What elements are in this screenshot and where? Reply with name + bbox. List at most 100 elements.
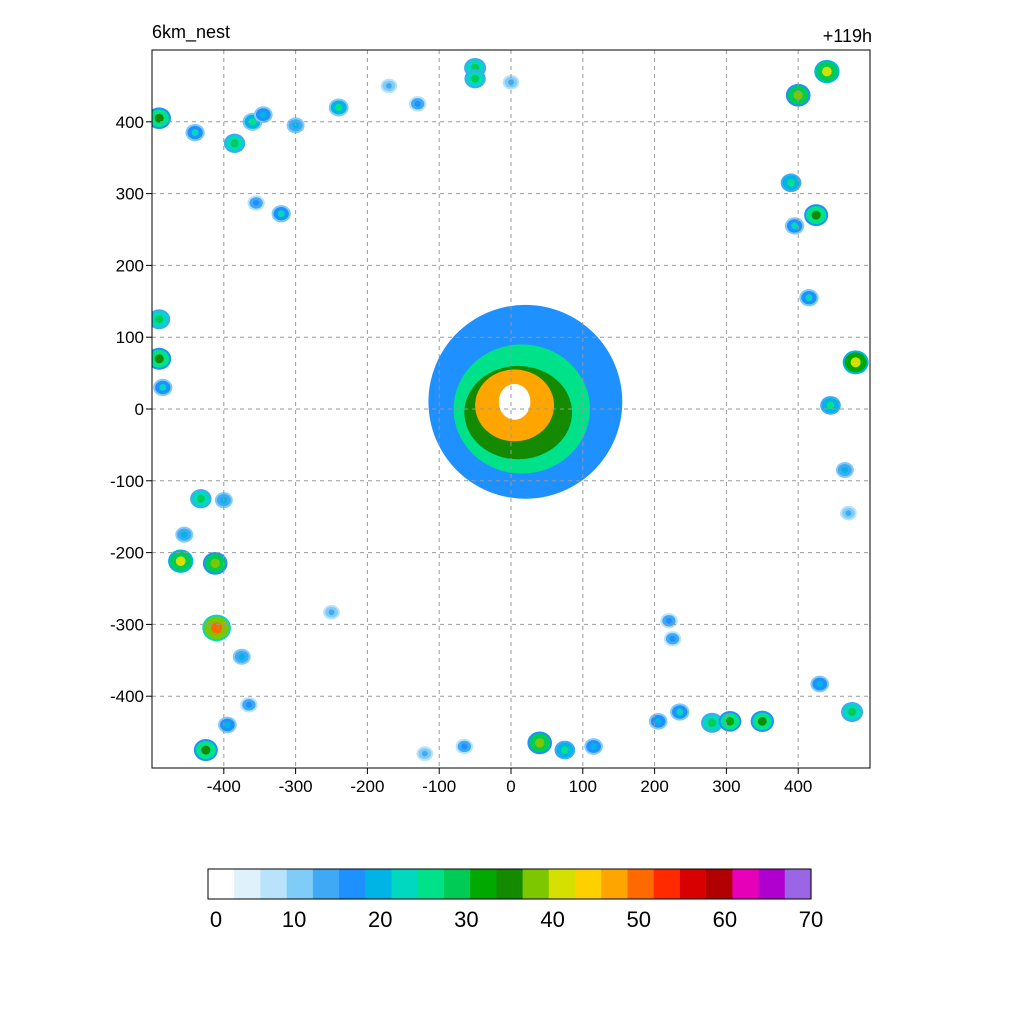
y-tick-label: 400	[116, 113, 144, 132]
cell-core-51	[847, 707, 857, 717]
field-eye	[498, 383, 531, 420]
cell-core-39	[461, 743, 468, 750]
colorbar-swatch-0	[208, 869, 235, 899]
cell-core-16	[787, 179, 795, 187]
cell-core-0	[154, 113, 164, 123]
cell-core-47	[707, 718, 717, 727]
colorbar-tick-label: 60	[713, 907, 737, 932]
colorbar-swatch-10	[470, 869, 497, 899]
cell-core-40	[535, 738, 545, 748]
colorbar-frame	[207, 868, 812, 900]
colorbar-swatch-9	[443, 869, 471, 899]
colorbar-swatch-21	[758, 869, 786, 899]
cell-core-19	[805, 294, 813, 302]
colorbar-swatch-14	[575, 869, 602, 899]
x-tick-label: -200	[350, 777, 384, 796]
cell-core-36	[201, 745, 211, 755]
colorbar-tick-label: 20	[368, 907, 392, 932]
cell-core-46	[676, 708, 684, 716]
y-tick-label: 200	[116, 256, 144, 275]
colorbar-tick-label: 70	[799, 907, 823, 932]
x-tick-label: 300	[712, 777, 740, 796]
cell-core-27	[196, 494, 205, 503]
cell-core-50	[816, 680, 824, 688]
x-tick-label: 400	[784, 777, 812, 796]
cell-core-42	[590, 743, 597, 750]
colorbar-swatch-15	[601, 869, 629, 899]
cell-core-34	[245, 701, 252, 708]
x-tick-label: 200	[640, 777, 668, 796]
y-tick-label: 0	[135, 400, 144, 419]
colorbar-swatch-4	[312, 869, 340, 899]
nest-label: 6km_nest	[152, 22, 231, 42]
colorbar-swatch-16	[627, 869, 655, 899]
cell-core-48	[725, 717, 735, 726]
colorbar-swatch-6	[365, 869, 393, 899]
colorbar-tick-label: 10	[282, 907, 306, 932]
cell-core-37	[328, 609, 335, 616]
cell-core-7	[386, 83, 392, 89]
cell-core-14	[793, 90, 803, 100]
colorbar-swatch-18	[679, 869, 707, 899]
colorbar-swatch-22	[784, 869, 812, 899]
cell-core-15	[822, 66, 832, 77]
cell-core-35	[224, 721, 231, 729]
cell-core-38	[421, 750, 428, 757]
y-tick-label: 300	[116, 185, 144, 204]
colorbar-swatch-3	[286, 869, 314, 899]
forecast-hour-label: +119h	[822, 26, 872, 46]
cell-core-45	[654, 717, 662, 725]
colorbar-swatch-20	[732, 869, 760, 899]
colorbar-swatch-2	[260, 869, 288, 899]
colorbar-swatch-19	[706, 869, 733, 899]
colorbar-swatch-8	[417, 869, 445, 899]
cell-core-10	[471, 74, 480, 83]
colorbar-tick-label: 30	[454, 907, 478, 932]
y-tick-label: -300	[110, 615, 144, 634]
cell-core-3	[248, 118, 257, 126]
cell-core-31	[210, 558, 220, 569]
x-tick-label: -300	[279, 777, 313, 796]
x-tick-label: -400	[207, 777, 241, 796]
cell-core-22	[841, 466, 849, 474]
cell-core-41	[561, 746, 569, 754]
cell-core-25	[154, 354, 164, 364]
tick-layer: -400 -300 -200 -100 0 100 200 300 400 -400 -300 -20…	[110, 113, 812, 796]
colorbar-tick-label: 40	[540, 907, 564, 932]
cell-core-6	[335, 103, 343, 112]
x-tick-label: -100	[422, 777, 456, 796]
cell-core-33	[238, 653, 245, 660]
colorbar-tick-label: 50	[626, 907, 650, 932]
cell-core-18	[791, 222, 799, 230]
y-tick-label: -100	[110, 472, 144, 491]
y-tick-label: -400	[110, 687, 144, 706]
colorbar-swatch-7	[391, 869, 419, 899]
cell-core-17	[811, 210, 821, 220]
cell-core-21	[826, 401, 835, 410]
x-tick-label: 100	[569, 777, 597, 796]
y-tick-label: 100	[116, 328, 144, 347]
cell-core-32	[211, 622, 223, 634]
cell-core-44	[669, 635, 676, 642]
cell-core-8	[414, 100, 421, 107]
cell-core-1	[191, 129, 199, 137]
cell-core-49	[757, 716, 767, 726]
colorbar-swatch-13	[548, 869, 576, 899]
cell-core-43	[665, 617, 672, 624]
x-tick-label: 0	[506, 777, 515, 796]
y-tick-label: -200	[110, 544, 144, 563]
colorbar-swatch-1	[234, 869, 262, 899]
colorbar: 0 10 20 30 40 50 60 70	[207, 868, 823, 932]
cell-core-2	[230, 139, 239, 148]
cell-core-20	[850, 357, 861, 368]
colorbar-swatch-12	[522, 869, 550, 899]
colorbar-swatch-17	[653, 869, 681, 899]
colorbar-swatch-5	[339, 869, 366, 899]
cell-core-24	[155, 315, 164, 324]
cell-core-12	[253, 199, 260, 206]
cell-core-26	[159, 383, 167, 391]
cell-core-13	[277, 210, 285, 218]
cell-core-4	[259, 111, 267, 118]
colorbar-tick-label: 0	[210, 907, 222, 932]
